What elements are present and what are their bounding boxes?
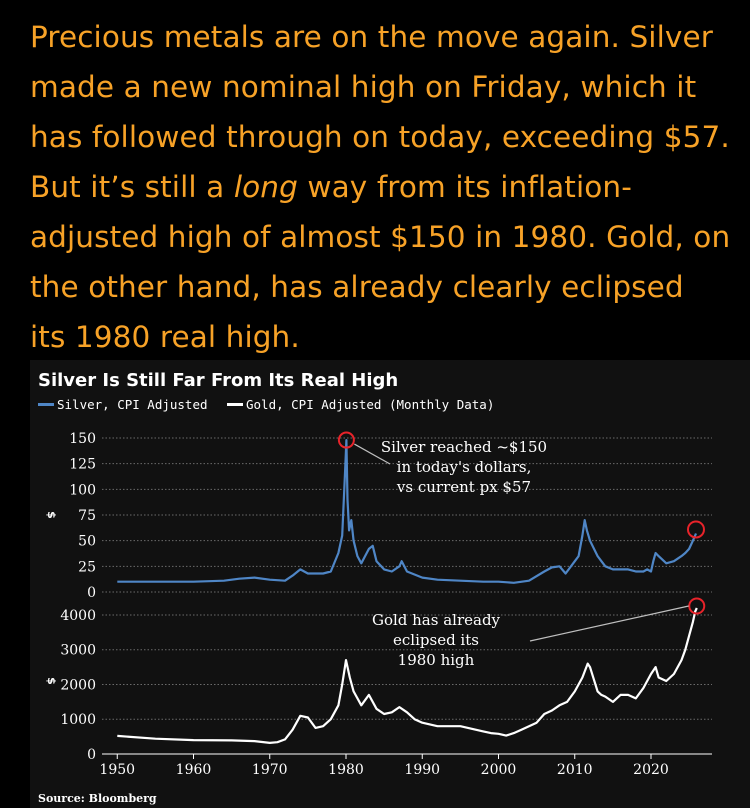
article-line-2: made a new nominal high on Friday, which… xyxy=(30,70,697,104)
gold-y-tick-label: 1000 xyxy=(60,712,96,728)
gold-annotation-line: eclipsed its xyxy=(393,631,479,649)
x-axis: 1950 1960 1970 1980 1990 2000 2010 2020 xyxy=(99,753,712,778)
article-line-5: adjusted high of almost $150 in 1980. Go… xyxy=(30,220,731,254)
silver-y-tick-label: 50 xyxy=(78,534,96,550)
silver-y-tick-label: 75 xyxy=(78,508,96,524)
gold-y-axis-label: $ xyxy=(45,677,58,685)
gold-y-tick-label: 4000 xyxy=(60,608,96,624)
gold-panel: 0 1000 2000 3000 4000 $ Gold has already eclips… xyxy=(45,597,712,763)
gold-annotation-line: Gold has already xyxy=(372,611,501,629)
legend-silver-swatch xyxy=(38,403,54,406)
article-text: Precious metals are on the move again. S… xyxy=(30,12,730,362)
silver-annotation-leader xyxy=(354,443,391,465)
article-emphasis: long xyxy=(233,170,298,204)
legend-silver-label: Silver, CPI Adjusted xyxy=(57,397,208,412)
x-tick-label: 2020 xyxy=(633,762,669,778)
article-line-4-end: way from its inflation- xyxy=(297,170,632,204)
silver-series-line xyxy=(117,439,698,584)
gold-latest-marker xyxy=(688,597,706,615)
x-tick-label: 1980 xyxy=(328,762,364,778)
gold-y-tick-label: 0 xyxy=(87,747,96,763)
article-line-1: Precious metals are on the move again. S… xyxy=(30,20,713,54)
silver-y-axis-label: $ xyxy=(45,511,58,519)
chart-container: Silver Is Still Far From Its Real High S… xyxy=(30,360,750,808)
gold-y-tick-label: 3000 xyxy=(60,643,96,659)
x-tick-label: 2010 xyxy=(557,762,593,778)
silver-latest-marker xyxy=(686,520,705,539)
silver-y-tick-label: 25 xyxy=(78,559,96,575)
x-tick-label: 1990 xyxy=(404,762,440,778)
silver-y-tick-label: 100 xyxy=(69,482,96,498)
gold-annotation-leader xyxy=(529,605,689,642)
article-line-7: its 1980 real high. xyxy=(30,320,300,354)
legend-gold-label: Gold, CPI Adjusted (Monthly Data) xyxy=(246,397,494,412)
x-tick-label: 1950 xyxy=(99,762,135,778)
silver-peak-marker xyxy=(337,431,355,449)
silver-annotation-line: vs current px $57 xyxy=(396,478,531,496)
x-tick-label: 1960 xyxy=(176,762,212,778)
chart-title: Silver Is Still Far From Its Real High xyxy=(38,370,398,391)
gold-y-tick-label: 2000 xyxy=(60,677,96,693)
silver-y-tick-label: 150 xyxy=(69,431,96,447)
legend-gold-swatch xyxy=(227,403,243,406)
gold-series-line xyxy=(117,607,698,744)
silver-panel: 0 25 50 75 100 125 150 $ Silver reached ~$150 in … xyxy=(45,431,712,601)
x-tick-label: 2000 xyxy=(481,762,517,778)
silver-annotation-line: in today's dollars, xyxy=(397,458,532,476)
article-line-3: has followed through on today, exceeding… xyxy=(30,120,730,154)
gold-annotation-line: 1980 high xyxy=(398,651,475,669)
x-tick-label: 1970 xyxy=(252,762,288,778)
silver-y-tick-label: 0 xyxy=(87,585,96,601)
silver-y-tick-label: 125 xyxy=(69,457,96,473)
article-line-4-start: But it’s still a xyxy=(30,170,234,204)
article-line-6: the other hand, has already clearly ecli… xyxy=(30,270,684,304)
article-line-4: But it’s still a long way from its infla… xyxy=(30,162,730,212)
silver-annotation-line: Silver reached ~$150 xyxy=(381,438,547,456)
chart: Silver Is Still Far From Its Real High S… xyxy=(38,370,712,805)
chart-source: Source: Bloomberg xyxy=(38,792,157,805)
